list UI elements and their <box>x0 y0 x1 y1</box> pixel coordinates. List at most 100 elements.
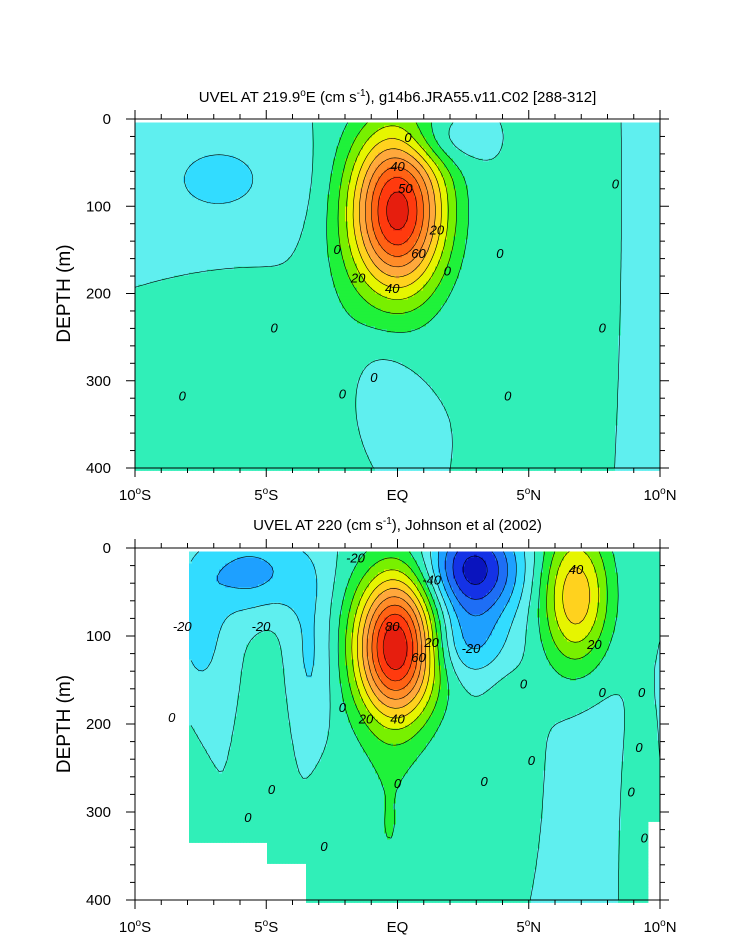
contour-cell <box>195 293 198 296</box>
contour-cell <box>177 209 180 212</box>
contour-cell <box>195 347 198 350</box>
contour-cell <box>198 263 201 266</box>
contour-cell <box>222 458 225 461</box>
contour-cell <box>153 131 156 134</box>
contour-cell <box>228 194 231 197</box>
contour-cell <box>231 440 234 443</box>
contour-cell <box>150 305 153 308</box>
contour-cell <box>189 173 192 176</box>
contour-cell <box>156 179 159 182</box>
contour-cell <box>216 155 219 158</box>
contour-cell <box>261 182 264 185</box>
contour-cell <box>141 182 144 185</box>
contour-cell <box>138 392 141 395</box>
contour-cell <box>177 368 180 371</box>
contour-cell <box>252 290 255 293</box>
contour-cell <box>240 404 243 407</box>
contour-cell <box>207 332 210 335</box>
contour-cell <box>198 224 201 227</box>
contour-cell <box>243 263 246 266</box>
contour-cell <box>156 137 159 140</box>
contour-cell <box>174 170 177 173</box>
contour-cell <box>144 293 147 296</box>
contour-cell <box>213 164 216 167</box>
contour-cell <box>189 332 192 335</box>
contour-cell <box>138 227 141 230</box>
contour-cell <box>150 242 153 245</box>
contour-cell <box>219 437 222 440</box>
contour-cell <box>216 449 219 452</box>
contour-cell <box>213 248 216 251</box>
contour-cell <box>180 302 183 305</box>
contour-cell <box>135 209 138 212</box>
contour-cell <box>186 425 189 428</box>
contour-cell <box>255 317 258 320</box>
contour-cell <box>138 134 141 137</box>
contour-cell <box>141 128 144 131</box>
contour-cell <box>147 434 150 437</box>
contour-cell <box>258 395 261 398</box>
contour-cell <box>192 383 195 386</box>
contour-cell <box>216 215 219 218</box>
contour-cell <box>249 377 252 380</box>
contour-cell <box>195 317 198 320</box>
contour-cell <box>135 344 138 347</box>
contour-cell <box>183 344 186 347</box>
contour-cell <box>153 455 156 458</box>
contour-cell <box>228 371 231 374</box>
contour-cell <box>234 407 237 410</box>
contour-cell <box>168 434 171 437</box>
contour-cell <box>252 341 255 344</box>
contour-cell <box>174 431 177 434</box>
contour-cell <box>210 461 213 464</box>
contour-cell <box>174 140 177 143</box>
contour-cell <box>147 278 150 281</box>
contour-cell <box>228 176 231 179</box>
contour-cell <box>243 236 246 239</box>
contour-cell <box>150 446 153 449</box>
contour-cell <box>138 377 141 380</box>
contour-cell <box>159 380 162 383</box>
contour-cell <box>171 332 174 335</box>
contour-cell <box>186 146 189 149</box>
contour-cell <box>252 404 255 407</box>
contour-cell <box>240 185 243 188</box>
contour-cell <box>207 344 210 347</box>
contour-cell <box>135 431 138 434</box>
contour-cell <box>213 416 216 419</box>
contour-cell <box>135 257 138 260</box>
contour-cell <box>234 377 237 380</box>
contour-cell <box>207 272 210 275</box>
contour-cell <box>237 407 240 410</box>
contour-cell <box>240 440 243 443</box>
contour-cell <box>219 314 222 317</box>
contour-cell <box>252 314 255 317</box>
contour-cell <box>243 200 246 203</box>
contour-cell <box>147 329 150 332</box>
contour-cell <box>159 164 162 167</box>
contour-cell <box>135 368 138 371</box>
contour-cell <box>213 281 216 284</box>
contour-cell <box>162 200 165 203</box>
contour-cell <box>198 356 201 359</box>
contour-cell <box>231 347 234 350</box>
contour-cell <box>153 287 156 290</box>
contour-cell <box>246 332 249 335</box>
contour-cell <box>177 257 180 260</box>
contour-cell <box>177 155 180 158</box>
contour-cell <box>222 407 225 410</box>
contour-cell <box>228 137 231 140</box>
contour-cell <box>192 416 195 419</box>
contour-cell <box>189 263 192 266</box>
contour-cell <box>138 137 141 140</box>
contour-cell <box>153 410 156 413</box>
contour-cell <box>228 317 231 320</box>
contour-cell <box>234 212 237 215</box>
contour-cell <box>246 359 249 362</box>
contour-cell <box>162 335 165 338</box>
contour-cell <box>201 173 204 176</box>
contour-cell <box>222 257 225 260</box>
contour-cell <box>261 287 264 290</box>
contour-cell <box>150 200 153 203</box>
contour-cell <box>243 170 246 173</box>
